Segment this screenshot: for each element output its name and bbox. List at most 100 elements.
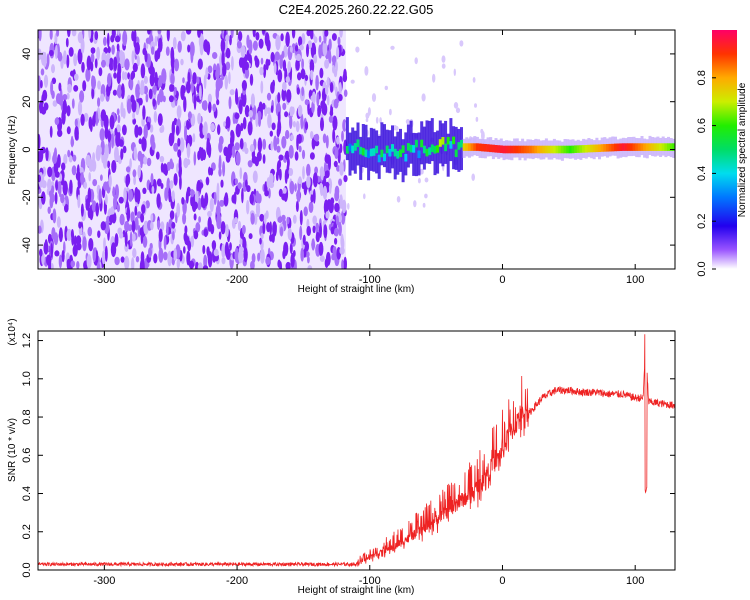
spectrogram-noise-blob xyxy=(332,115,338,131)
spectrogram-noise-blob xyxy=(41,252,45,266)
spectrogram-noise-blob xyxy=(135,83,141,100)
spectrogram-noise-blob xyxy=(106,215,111,224)
spectrogram-noise-blob xyxy=(109,115,115,130)
colorbar-tick-label: 0.8 xyxy=(696,70,708,85)
spectrogram-noise-blob xyxy=(67,30,71,38)
spectrogram-noise-blob xyxy=(184,225,188,235)
spectrogram-noise-blob xyxy=(116,50,121,64)
spectrogram-noise-blob xyxy=(321,100,326,115)
spectrogram-signal-halo xyxy=(364,124,368,168)
spectrogram-noise-blob xyxy=(58,227,63,243)
spectrogram-noise-blob xyxy=(190,47,194,64)
spectrogram-noise-blob xyxy=(198,33,204,49)
spectrogram-noise-blob xyxy=(288,168,294,176)
spectrogram-noise-blob xyxy=(71,98,75,109)
spectrogram-noise-blob xyxy=(47,178,52,192)
spectrogram-noise-blob xyxy=(339,246,345,255)
spectrogram-noise-blob xyxy=(111,160,117,173)
spectrogram-noise-blob xyxy=(165,46,170,56)
spectrogram-signal-core xyxy=(590,144,594,153)
spectrogram-noise-blob xyxy=(312,225,316,234)
spectrogram-noise-blob xyxy=(328,157,331,170)
spectrogram-signal-core xyxy=(523,145,527,154)
spectrogram-noise-blob xyxy=(134,205,138,216)
spectrogram-noise-blob xyxy=(114,256,120,266)
spectrogram-signal-core xyxy=(489,144,493,153)
spectrogram-noise-blob xyxy=(252,40,258,51)
spectrogram-noise-blob xyxy=(95,110,99,127)
spectrogram-noise-blob xyxy=(379,117,382,124)
spectrogram-noise-blob xyxy=(297,72,302,81)
spectrogram-noise-blob xyxy=(259,66,264,76)
spectrogram-noise-blob xyxy=(136,190,141,205)
spectrogram-noise-blob xyxy=(41,180,47,189)
spectrogram-noise-blob xyxy=(200,194,204,208)
spectrogram-signal-core xyxy=(637,143,641,151)
spectrogram-noise-blob xyxy=(38,148,44,162)
spectrogram-noise-blob xyxy=(338,222,342,237)
spectrogram-noise-blob xyxy=(122,30,128,47)
spectrogram-noise-blob xyxy=(175,125,180,136)
spectrogram-noise-blob xyxy=(303,181,308,196)
spectrogram-noise-blob xyxy=(150,46,155,55)
spectrogram-noise-blob xyxy=(160,183,164,189)
spectrogram-signal-core xyxy=(481,143,485,152)
spectrogram-noise-blob xyxy=(309,30,314,40)
spectrogram-signal-core xyxy=(643,143,647,151)
spectrogram-noise-blob xyxy=(158,37,163,53)
spectrogram-noise-blob xyxy=(136,55,140,67)
spectrogram-noise-blob xyxy=(260,57,264,65)
spectrogram-noise-blob xyxy=(334,146,339,159)
spectrogram-noise-blob xyxy=(49,195,54,209)
spectrogram-noise-blob xyxy=(333,98,339,109)
spectrogram-noise-blob xyxy=(292,214,297,224)
spectrogram-noise-blob xyxy=(180,84,185,101)
spectrogram-noise-blob xyxy=(162,95,166,103)
spectrogram-noise-blob xyxy=(367,107,371,116)
spectrogram-signal-core xyxy=(584,145,588,153)
snr-scale-label: (x10⁴) xyxy=(7,318,18,345)
spectrogram-noise-blob xyxy=(49,125,53,138)
spectrogram-noise-blob xyxy=(241,80,247,91)
spectrogram-signal-core xyxy=(566,145,570,154)
spectrogram-signal-core xyxy=(361,147,365,156)
spectrogram-noise-blob xyxy=(306,30,311,37)
spectrogram-noise-blob xyxy=(337,36,341,46)
spectrogram-signal-core xyxy=(672,143,675,151)
spectrogram-noise-blob xyxy=(239,238,243,245)
spectrogram-noise-blob xyxy=(395,125,399,131)
spectrogram-signal-halo xyxy=(430,118,434,162)
spectrogram-noise-blob xyxy=(146,157,152,167)
spectrogram-noise-blob xyxy=(334,227,339,237)
spectrogram-noise-blob xyxy=(343,68,347,81)
spectrogram-signal-core xyxy=(369,148,373,157)
spectrogram-noise-blob xyxy=(204,192,209,206)
spectrogram-noise-blob xyxy=(350,79,355,84)
spectrogram-signal-core xyxy=(452,136,456,145)
spectrogram-noise-blob xyxy=(202,265,209,269)
spectrogram-noise-blob xyxy=(132,248,137,258)
spectrogram-noise-blob xyxy=(299,210,303,226)
spectrogram-noise-blob xyxy=(68,155,73,163)
spectrogram-noise-blob xyxy=(143,124,148,139)
spectrogram-noise-blob xyxy=(108,57,114,71)
spectrogram-noise-blob xyxy=(419,168,424,175)
spectrogram-noise-blob xyxy=(148,88,153,100)
spectrogram-noise-blob xyxy=(364,66,369,76)
spectrogram-noise-blob xyxy=(97,145,102,156)
spectrogram-y-tick-label: -40 xyxy=(21,237,33,253)
snr-y-label: SNR (10 * v/v) xyxy=(7,418,18,482)
spectrogram-noise-blob xyxy=(107,32,110,48)
spectrogram-noise-blob xyxy=(184,125,187,141)
spectrogram-noise-blob xyxy=(336,136,340,145)
spectrogram-noise-blob xyxy=(50,243,53,258)
spectrogram-signal-core xyxy=(606,144,609,152)
spectrogram-noise-blob xyxy=(38,174,41,183)
spectrogram-signal-core xyxy=(367,150,371,159)
spectrogram-signal-core xyxy=(560,145,564,154)
spectrogram-noise-blob xyxy=(244,105,250,118)
spectrogram-noise-blob xyxy=(76,164,80,178)
spectrogram-noise-blob xyxy=(129,158,132,169)
spectrogram-noise-blob xyxy=(289,115,293,129)
spectrogram-noise-blob xyxy=(199,85,202,101)
